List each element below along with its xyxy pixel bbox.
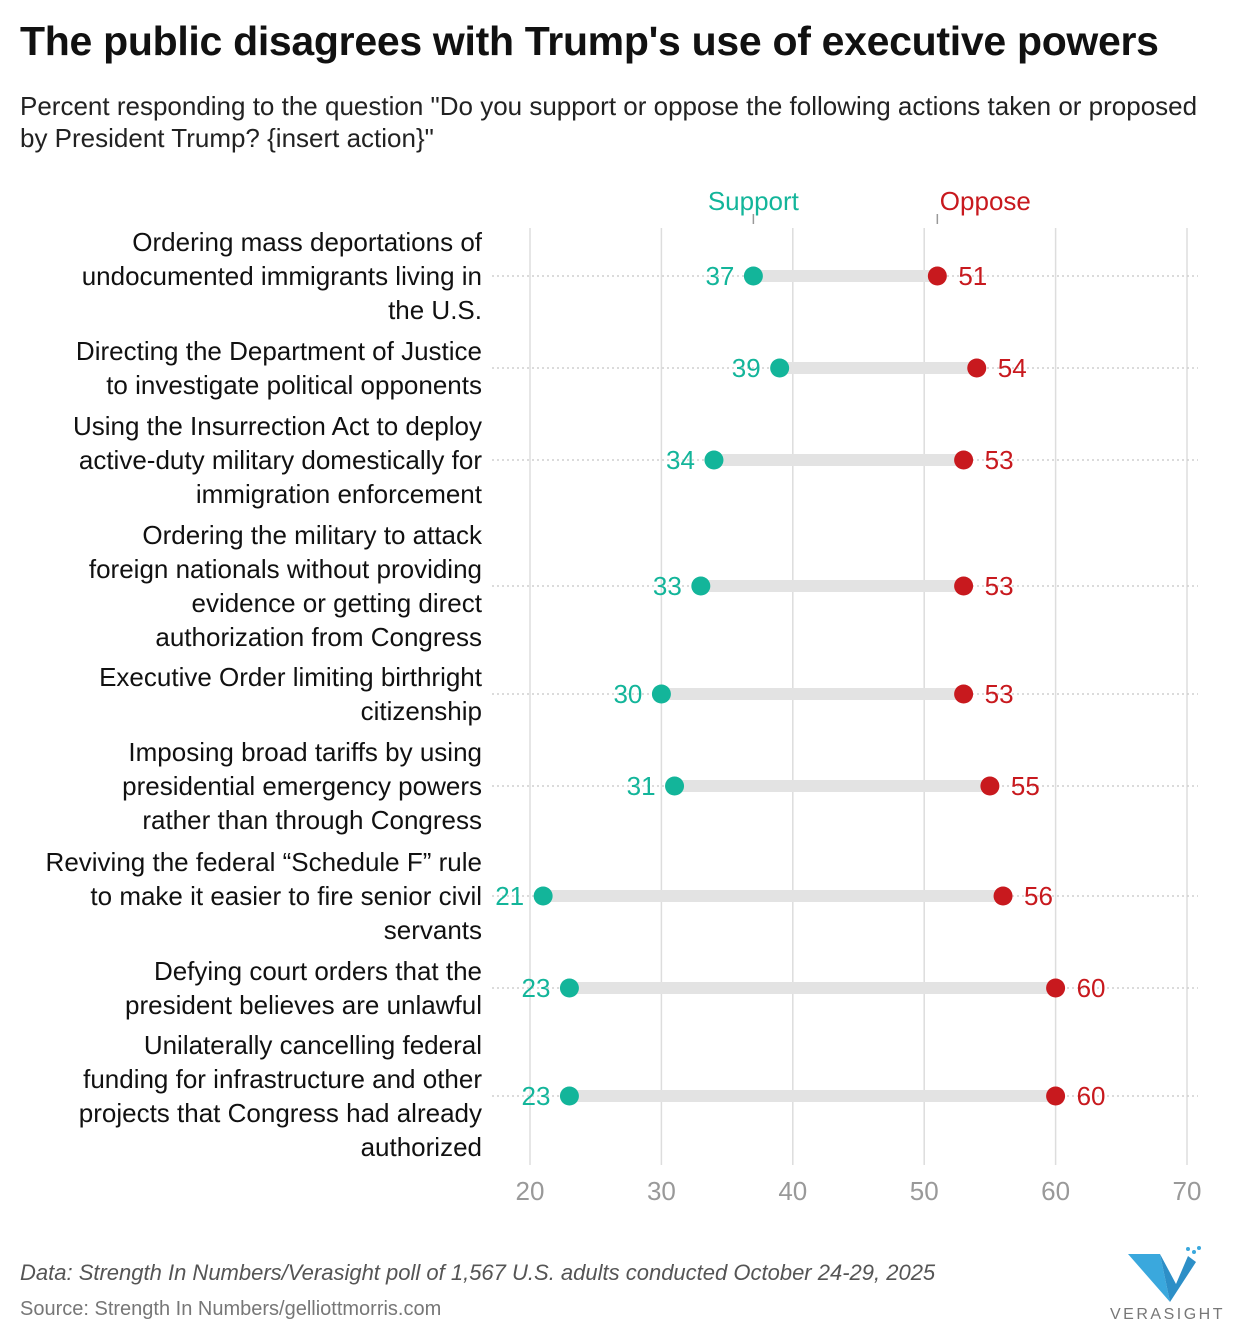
- logo-text: VERASIGHT: [1110, 1306, 1225, 1323]
- oppose-value-label: 54: [998, 353, 1027, 383]
- row-label-line: Using the Insurrection Act to deploy: [72, 411, 482, 441]
- row-label-line: Executive Order limiting birthright: [99, 662, 482, 692]
- oppose-dot: [927, 266, 947, 286]
- oppose-value-label: 60: [1077, 973, 1106, 1003]
- support-dot: [533, 886, 553, 906]
- support-dot: [559, 1086, 579, 1106]
- row-label-line: to make it easier to fire senior civil: [90, 881, 482, 911]
- row-label-line: Directing the Department of Justice: [75, 336, 482, 366]
- x-tick-label: 20: [516, 1176, 545, 1206]
- oppose-value-label: 55: [1011, 771, 1040, 801]
- x-tick-label: 50: [910, 1176, 939, 1206]
- support-dot: [770, 358, 790, 378]
- row-label-line: projects that Congress had already: [78, 1098, 482, 1128]
- chart-title: The public disagrees with Trump's use of…: [20, 18, 1159, 64]
- support-dot: [559, 978, 579, 998]
- row-label: Defying court orders that the president b…: [125, 954, 482, 1022]
- oppose-dot: [954, 684, 974, 704]
- oppose-dot: [954, 576, 974, 596]
- row-label-line: funding for infrastructure and other: [83, 1064, 482, 1094]
- support-value-label: 23: [521, 973, 550, 1003]
- support-dot: [651, 684, 671, 704]
- oppose-value-label: 56: [1024, 881, 1053, 911]
- row-label-line: Defying court orders that the: [153, 956, 482, 986]
- row-label: Directing the Department of Justice to in…: [76, 334, 482, 402]
- support-value-label: 37: [705, 261, 734, 291]
- chart-subtitle: Percent responding to the question "Do y…: [20, 91, 1198, 153]
- legend-support: Support: [708, 186, 800, 216]
- row-label-line: Reviving the federal “Schedule F” rule: [45, 847, 482, 877]
- row-label-line: president believes are unlawful: [125, 990, 482, 1020]
- oppose-value-label: 53: [985, 571, 1014, 601]
- row-label: Imposing broad tariffs by using president…: [122, 735, 482, 837]
- row-label-line: Ordering mass deportations of: [132, 227, 482, 257]
- verasight-logo-icon: [1128, 1246, 1201, 1302]
- x-tick-label: 40: [778, 1176, 807, 1206]
- source-note: Source: Strength In Numbers/gelliottmorr…: [20, 1298, 442, 1320]
- oppose-dot: [967, 358, 987, 378]
- x-tick-label: 70: [1173, 1176, 1202, 1206]
- legend-oppose: Oppose: [940, 186, 1031, 216]
- row-label-line: presidential emergency powers: [122, 771, 482, 801]
- row-label: Ordering the military to attack foreign n…: [89, 518, 482, 654]
- row-label: Executive Order limiting birthright citiz…: [99, 660, 482, 728]
- support-value-label: 33: [653, 571, 682, 601]
- support-value-label: 31: [627, 771, 656, 801]
- row-label-line: to investigate political opponents: [106, 370, 482, 400]
- oppose-dot: [954, 450, 974, 470]
- oppose-dot: [1046, 978, 1066, 998]
- support-value-label: 30: [613, 679, 642, 709]
- row-label: Using the Insurrection Act to deploy acti…: [73, 409, 482, 511]
- row-label: Ordering mass deportations of undocumente…: [82, 225, 482, 327]
- oppose-value-label: 53: [985, 679, 1014, 709]
- support-dot: [704, 450, 724, 470]
- oppose-dot: [1046, 1086, 1066, 1106]
- row-label-line: active-duty military domestically for: [78, 445, 482, 475]
- row-label-line: evidence or getting direct: [191, 588, 482, 618]
- data-note: Data: Strength In Numbers/Verasight poll…: [20, 1260, 936, 1285]
- row-label: Reviving the federal “Schedule F” rule to…: [46, 845, 482, 947]
- support-value-label: 39: [732, 353, 761, 383]
- row-label-line: foreign nationals without providing: [88, 554, 482, 584]
- row-label-line: authorized: [360, 1132, 482, 1162]
- row-label-line: Ordering the military to attack: [142, 520, 482, 550]
- row-label: Unilaterally cancelling federal funding f…: [79, 1028, 482, 1164]
- row-label-line: Imposing broad tariffs by using: [128, 737, 482, 767]
- support-value-label: 34: [666, 445, 695, 475]
- oppose-value-label: 60: [1077, 1081, 1106, 1111]
- x-tick-label: 30: [647, 1176, 676, 1206]
- row-label-line: the U.S.: [388, 295, 482, 325]
- row-label-line: Unilaterally cancelling federal: [143, 1030, 482, 1060]
- row-label-line: immigration enforcement: [195, 479, 482, 509]
- support-value-label: 21: [495, 881, 524, 911]
- row-label-line: authorization from Congress: [155, 622, 482, 652]
- support-dot: [665, 776, 685, 796]
- oppose-value-label: 51: [958, 261, 987, 291]
- support-dot: [691, 576, 711, 596]
- row-label-line: servants: [383, 915, 482, 945]
- oppose-dot: [993, 886, 1013, 906]
- support-value-label: 23: [521, 1081, 550, 1111]
- oppose-dot: [980, 776, 1000, 796]
- support-dot: [743, 266, 763, 286]
- row-label-line: citizenship: [360, 696, 482, 726]
- x-tick-label: 60: [1041, 1176, 1070, 1206]
- row-label-line: undocumented immigrants living in: [81, 261, 482, 291]
- row-label-line: rather than through Congress: [142, 805, 482, 835]
- oppose-value-label: 53: [985, 445, 1014, 475]
